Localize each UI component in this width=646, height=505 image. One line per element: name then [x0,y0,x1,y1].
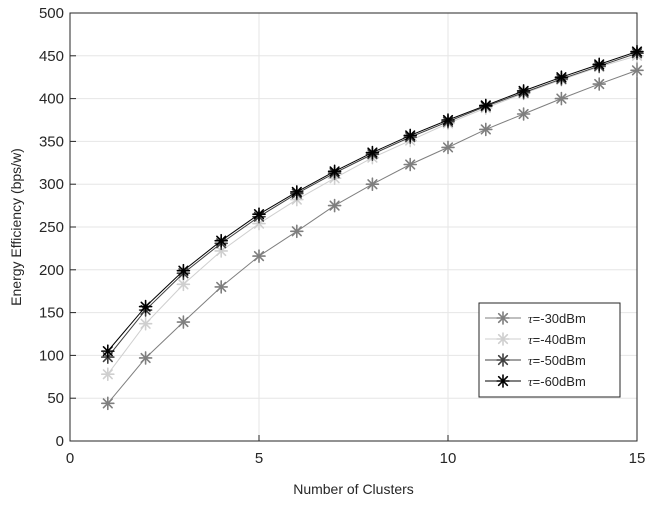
data-point [554,91,569,106]
x-tick-label: 15 [629,450,646,467]
legend-item: τ=-50dBm [485,353,586,368]
data-point [516,84,531,98]
y-tick-label: 500 [39,5,64,22]
data-point [101,396,115,411]
data-point [214,233,228,248]
data-point [630,63,644,78]
data-point [441,113,455,127]
series-layer [101,44,644,411]
x-tick-label: 0 [66,450,74,467]
data-point [289,224,304,239]
data-point [365,145,380,160]
y-tick-label: 100 [39,347,64,364]
data-point [478,122,493,137]
data-point [441,140,455,155]
data-point [365,177,380,191]
data-point [592,57,607,72]
y-axis-label: Energy Efficiency (bps/w) [8,148,24,306]
y-tick-label: 0 [56,433,64,450]
data-point [138,316,153,331]
y-tick-label: 250 [39,219,64,236]
legend: τ=-30dBm τ=-40dBm τ=-50dBm τ=-60dBm [478,302,621,398]
data-point [403,128,418,143]
legend-swatch-marker [496,332,510,346]
data-point [478,98,493,113]
data-point [592,77,607,91]
y-tick-label: 350 [39,133,64,150]
legend-swatch-marker [496,353,510,367]
data-point [252,249,266,263]
legend-item: τ=-40dBm [485,332,586,347]
legend-swatch-marker [496,374,510,388]
legend-item: τ=-60dBm [485,374,586,389]
y-tick-label: 50 [47,390,64,407]
data-point [327,164,342,179]
data-point [252,207,266,221]
data-point [176,277,191,292]
y-tick-label: 150 [39,305,64,322]
data-point [214,280,228,294]
data-point [403,157,418,172]
y-tick-label: 200 [39,262,64,279]
data-point [327,198,342,213]
legend-swatch-marker [496,311,510,325]
series-1 [101,63,644,411]
data-point [138,299,153,314]
data-point [176,315,191,329]
x-axis-label: Number of Clusters [293,481,414,497]
y-tick-label: 400 [39,91,64,108]
legend-item: τ=-30dBm [485,311,586,326]
data-point [101,367,115,382]
data-point [516,107,531,121]
x-tick-label: 10 [440,450,457,467]
legend-label: τ=-60dBm [528,374,586,389]
y-tick-label: 300 [39,176,64,193]
data-point [176,263,191,278]
data-point [101,344,115,358]
x-tick-label: 5 [255,450,263,467]
y-tick-label: 450 [39,48,64,65]
data-point [630,44,644,59]
data-point [289,185,304,199]
grid-layer [70,13,637,441]
legend-label: τ=-50dBm [528,353,586,368]
data-point [554,70,569,84]
data-point [138,351,153,365]
legend-label: τ=-40dBm [528,332,586,347]
series-4 [101,44,644,358]
legend-label: τ=-30dBm [528,311,586,326]
